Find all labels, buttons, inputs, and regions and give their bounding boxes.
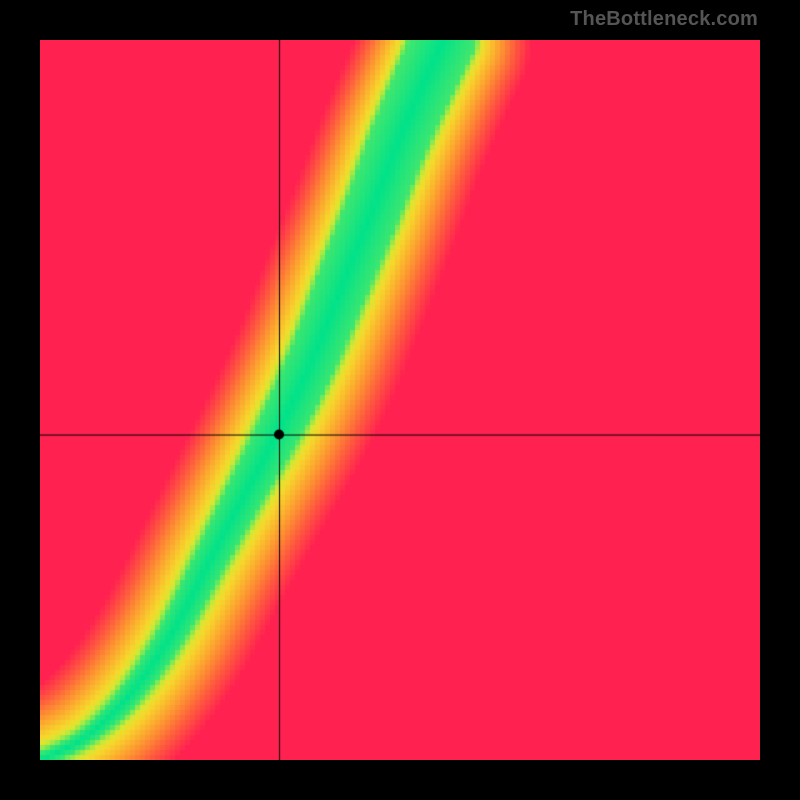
plot-area <box>40 40 760 760</box>
heatmap-canvas <box>40 40 760 760</box>
watermark-text: TheBottleneck.com <box>570 8 758 31</box>
chart-frame: TheBottleneck.com <box>0 0 800 800</box>
